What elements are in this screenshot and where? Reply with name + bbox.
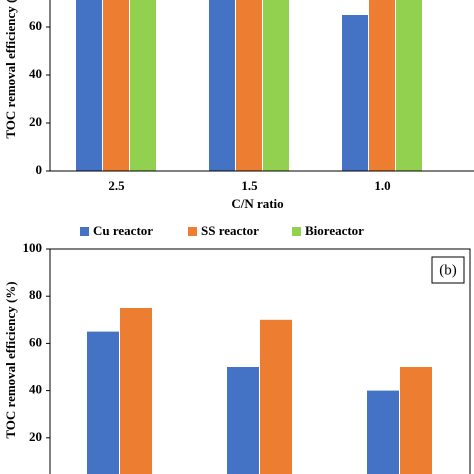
bar bbox=[227, 367, 259, 474]
bar bbox=[130, 0, 156, 171]
bar bbox=[260, 319, 292, 474]
bar bbox=[209, 0, 235, 171]
legend-swatch bbox=[292, 227, 301, 236]
annotation: (b) bbox=[439, 262, 457, 278]
annotation-box bbox=[431, 256, 465, 284]
y-tick-label: 0 bbox=[36, 162, 43, 177]
y-tick-label: 80 bbox=[29, 287, 42, 302]
y-tick-label: 40 bbox=[29, 382, 42, 397]
plot-frame bbox=[49, 248, 471, 474]
legend-swatch bbox=[188, 227, 197, 236]
x-tick-label: 2.5 bbox=[108, 178, 125, 193]
legend-swatch bbox=[80, 227, 89, 236]
x-tick-label: 1.5 bbox=[241, 178, 258, 193]
x-tick-label: 1.0 bbox=[374, 178, 390, 193]
y-axis-label: TOC removal efficiency (%) bbox=[3, 0, 18, 139]
bar bbox=[342, 15, 368, 171]
bar bbox=[396, 0, 422, 171]
y-tick-label: 100 bbox=[23, 240, 43, 255]
y-tick-label: 20 bbox=[29, 429, 42, 444]
y-tick-label: 40 bbox=[29, 66, 42, 81]
x-axis-label: C/N ratio bbox=[231, 196, 283, 211]
bar bbox=[103, 0, 129, 171]
legend-label: Bioreactor bbox=[305, 223, 364, 238]
bar bbox=[263, 0, 289, 171]
bar bbox=[120, 308, 152, 474]
y-axis-label: TOC removal efficiency (%) bbox=[3, 281, 18, 438]
legend-label: SS reactor bbox=[201, 223, 259, 238]
bar bbox=[367, 390, 399, 474]
legend-label: Cu reactor bbox=[93, 223, 153, 238]
y-tick-label: 20 bbox=[29, 114, 42, 129]
bar bbox=[236, 0, 262, 172]
bar bbox=[369, 0, 395, 171]
bar bbox=[400, 367, 432, 474]
bar bbox=[87, 331, 119, 474]
y-tick-label: 60 bbox=[29, 18, 42, 33]
bar bbox=[76, 0, 102, 172]
y-tick-label: 60 bbox=[29, 334, 42, 349]
